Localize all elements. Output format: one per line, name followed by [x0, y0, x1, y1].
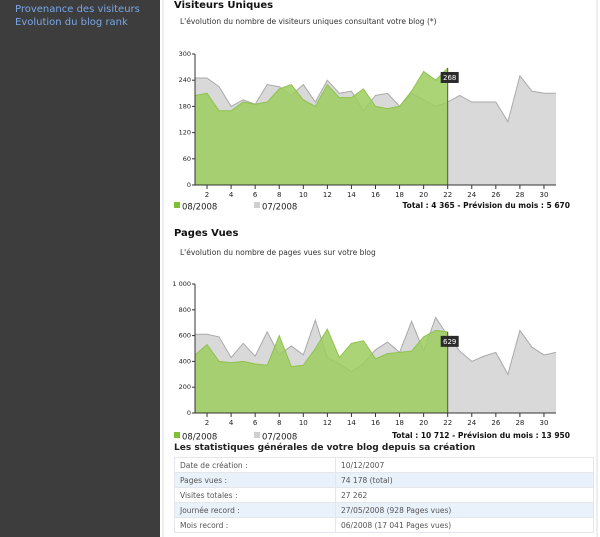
chart-title: Visiteurs Uniques: [174, 0, 273, 11]
y-tick-label: 120: [179, 129, 191, 137]
y-tick-label: 180: [179, 102, 191, 110]
legend-swatch: [254, 202, 260, 208]
stats-key: Mois record :: [174, 517, 336, 533]
stats-value: 10/12/2007: [335, 457, 594, 473]
x-tick-label: 2: [205, 191, 209, 199]
x-tick-label: 24: [467, 191, 476, 199]
stats-key: Visites totales :: [174, 487, 336, 503]
x-tick-label: 28: [515, 419, 524, 427]
x-tick-label: 10: [299, 191, 308, 199]
x-tick-label: 6: [253, 191, 258, 199]
sidebar-link[interactable]: Evolution du blog rank: [15, 17, 128, 28]
stats-value: 27 262: [335, 487, 594, 503]
chart-title: Pages Vues: [174, 228, 238, 239]
x-tick-label: 8: [277, 191, 281, 199]
chart-subtitle: L'évolution du nombre de visiteurs uniqu…: [180, 17, 437, 26]
x-tick-label: 12: [323, 191, 332, 199]
y-tick-label: 0: [187, 409, 191, 417]
y-tick-label: 300: [179, 50, 191, 58]
legend-label: 07/2008: [262, 433, 297, 443]
x-tick-label: 22: [443, 191, 452, 199]
sidebar: Provenance des visiteurs Evolution du bl…: [0, 0, 160, 537]
y-tick-label: 60: [183, 155, 191, 163]
chart-total: Total : 4 365 - Prévision du mois : 5 67…: [403, 201, 570, 210]
x-tick-label: 12: [323, 419, 332, 427]
x-tick-label: 26: [491, 419, 500, 427]
x-tick-label: 8: [277, 419, 281, 427]
y-tick-label: 240: [179, 76, 191, 84]
x-tick-label: 30: [540, 191, 549, 199]
stats-row: Journée record :27/05/2008 (928 Pages vu…: [174, 502, 594, 518]
y-tick-label: 200: [179, 383, 191, 391]
sidebar-link[interactable]: Provenance des visiteurs: [15, 4, 140, 15]
legend-label: 07/2008: [262, 203, 297, 213]
value-label-bg: [440, 71, 459, 83]
series-line: [194, 67, 449, 112]
stats-table: Date de création :10/12/2007 Pages vues :…: [174, 457, 594, 533]
x-tick-label: 22: [443, 419, 452, 427]
legend-label: 08/2008: [182, 433, 217, 443]
x-tick-label: 16: [371, 419, 380, 427]
y-tick-label: 0: [187, 181, 191, 189]
series-area: [195, 67, 448, 185]
stats-value: 27/05/2008 (928 Pages vues): [335, 502, 594, 518]
chart-subtitle: L'évolution du nombre de pages vues sur …: [180, 248, 376, 257]
x-tick-label: 30: [540, 419, 549, 427]
x-tick-label: 6: [253, 419, 258, 427]
value-label: 629: [443, 338, 456, 346]
x-tick-label: 20: [419, 419, 428, 427]
stats-key: Journée record :: [174, 502, 336, 518]
x-tick-label: 20: [419, 191, 428, 199]
legend-swatch: [174, 202, 180, 208]
stats-row: Visites totales :27 262: [174, 487, 594, 503]
x-tick-label: 18: [395, 419, 404, 427]
x-tick-label: 14: [347, 419, 356, 427]
stats-key: Pages vues :: [174, 472, 336, 488]
x-tick-label: 10: [299, 419, 308, 427]
stats-value: 06/2008 (17 041 Pages vues): [335, 517, 594, 533]
stats-title: Les statistiques générales de votre blog…: [174, 443, 476, 453]
value-label-bg: [440, 335, 459, 347]
series-line: [194, 328, 448, 368]
x-tick-label: 28: [515, 191, 524, 199]
stats-section: Les statistiques générales de votre blog…: [168, 441, 594, 533]
y-tick-label: 800: [179, 306, 191, 314]
x-tick-label: 16: [371, 191, 380, 199]
stats-row: Date de création :10/12/2007: [174, 457, 594, 473]
stats-key: Date de création :: [174, 457, 336, 473]
y-tick-label: 1 000: [172, 280, 191, 288]
x-tick-label: 2: [205, 419, 209, 427]
series-area: [195, 329, 448, 413]
charts-panel: Visiteurs Uniques L'évolution du nombre d…: [162, 0, 598, 537]
x-tick-label: 14: [347, 191, 356, 199]
legend-label: 08/2008: [182, 203, 217, 213]
stats-row: Pages vues :74 178 (total): [174, 472, 594, 488]
legend-swatch: [174, 432, 180, 438]
value-label: 268: [443, 74, 456, 82]
stats-value: 74 178 (total): [335, 472, 594, 488]
x-tick-label: 26: [491, 191, 500, 199]
x-tick-label: 4: [229, 419, 234, 427]
x-tick-label: 18: [395, 191, 404, 199]
x-tick-label: 24: [467, 419, 476, 427]
series-line: [195, 316, 557, 376]
y-tick-label: 600: [179, 332, 191, 340]
chart-total: Total : 10 712 - Prévision du mois : 13 …: [392, 431, 570, 440]
y-tick-label: 400: [179, 357, 191, 365]
x-tick-label: 4: [229, 191, 234, 199]
legend-swatch: [254, 432, 260, 438]
stats-row: Mois record :06/2008 (17 041 Pages vues): [174, 517, 594, 533]
